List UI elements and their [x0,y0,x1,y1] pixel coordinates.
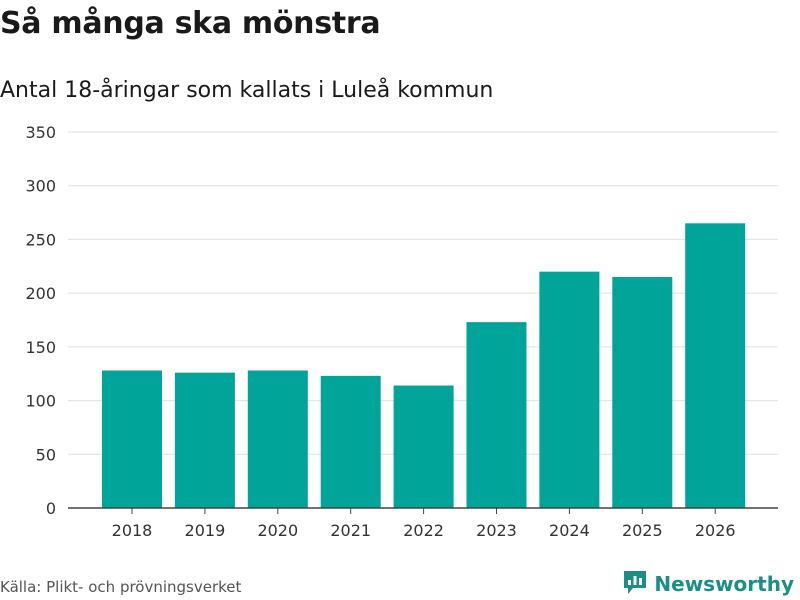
bar-2020 [247,370,308,508]
x-tick-label: 2022 [403,521,444,540]
source-note: Källa: Plikt- och prövningsverket [0,578,242,596]
x-tick-label: 2021 [330,521,371,540]
y-tick-label: 50 [36,445,56,464]
y-tick-label: 150 [25,338,56,357]
brand-name: Newsworthy [654,572,794,596]
x-tick-label: 2023 [476,521,517,540]
x-tick-label: 2020 [257,521,298,540]
y-tick-label: 100 [25,392,56,411]
y-axis-ticks: 0 50 100 150 200 250 300 350 [25,123,56,518]
bars [102,223,746,509]
x-tick-label: 2018 [112,521,153,540]
newsworthy-logo-icon [622,568,648,600]
x-axis-ticks: 2018 2019 2020 2021 2022 2023 2024 2025 2026 [112,508,736,540]
y-tick-label: 250 [25,230,56,249]
x-tick-label: 2025 [622,521,663,540]
y-tick-label: 300 [25,177,56,196]
chart-subtitle: Antal 18-åringar som kallats i Luleå kom… [0,78,494,103]
y-tick-label: 0 [46,499,56,518]
bar-2018 [102,370,162,508]
bar-2021 [320,375,381,508]
bar-2023 [466,322,527,508]
x-tick-label: 2019 [185,521,226,540]
brand-logo: Newsworthy [622,568,794,600]
bar-2025 [612,277,673,508]
bar-2024 [539,271,600,508]
y-tick-label: 350 [25,123,56,142]
bar-2019 [174,372,235,508]
x-tick-label: 2026 [695,521,736,540]
y-tick-label: 200 [25,284,56,303]
x-tick-label: 2024 [549,521,590,540]
chart-title: Så många ska mönstra [0,6,381,41]
bar-2026 [685,223,746,509]
bar-2022 [393,385,454,508]
